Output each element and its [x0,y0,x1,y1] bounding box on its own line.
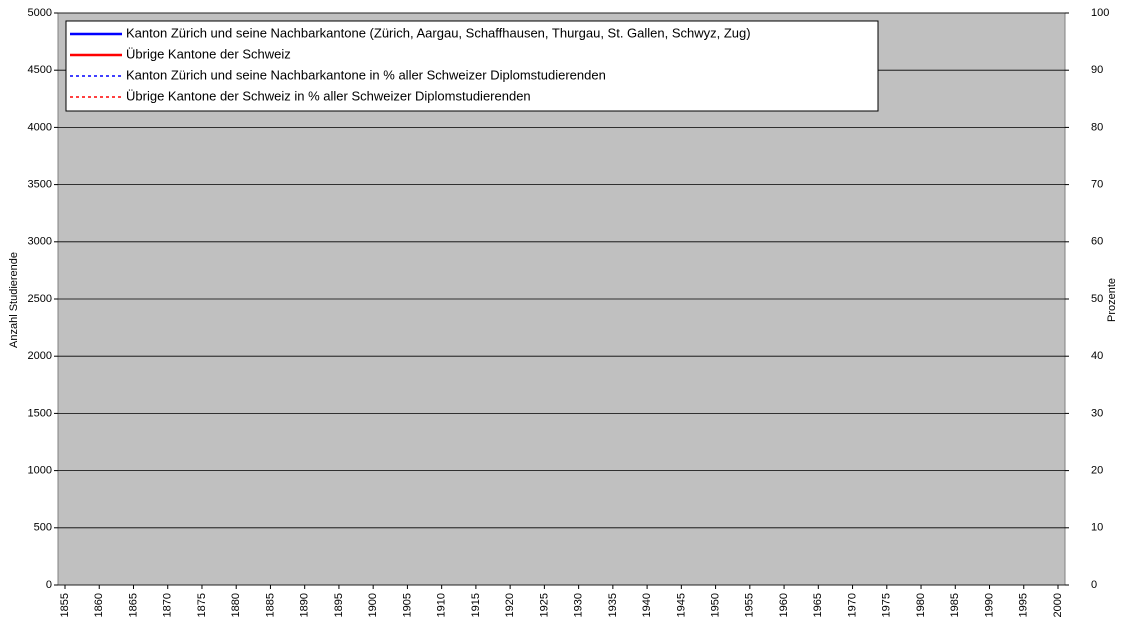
x-tick-label: 1935 [607,593,619,617]
x-tick-label: 1965 [812,593,824,617]
x-tick-label: 1860 [93,593,105,617]
x-tick-label: 1980 [915,593,927,617]
x-tick-label: 1955 [744,593,756,617]
y2-tick-label: 0 [1091,579,1097,591]
y2-tick-label: 80 [1091,121,1103,133]
y2-tick-label: 40 [1091,350,1103,362]
x-tick-label: 1915 [470,593,482,617]
legend-label: Kanton Zürich und seine Nachbarkantone (… [126,25,751,40]
x-tick-label: 1910 [436,593,448,617]
y-tick-label: 3500 [28,179,52,191]
y-tick-label: 3000 [28,236,52,248]
x-tick-label: 1990 [983,593,995,617]
y2-axis-label: Prozente [1106,278,1118,322]
x-tick-label: 1950 [709,593,721,617]
y-tick-label: 2000 [28,350,52,362]
x-tick-label: 1890 [299,593,311,617]
x-tick-label: 1925 [538,593,550,617]
y-tick-label: 1000 [28,465,52,477]
x-tick-label: 1880 [230,593,242,617]
y-tick-label: 4000 [28,121,52,133]
y-tick-label: 5000 [28,7,52,19]
y-tick-label: 2500 [28,293,52,305]
y2-tick-label: 60 [1091,236,1103,248]
x-tick-label: 1985 [949,593,961,617]
x-tick-label: 1865 [127,593,139,617]
legend-label: Übrige Kantone der Schweiz [126,46,291,61]
x-tick-label: 1945 [675,593,687,617]
legend-label: Kanton Zürich und seine Nachbarkantone i… [126,67,606,82]
y-tick-label: 0 [46,579,52,591]
x-tick-label: 1870 [162,593,174,617]
x-tick-label: 1940 [641,593,653,617]
legend-label: Übrige Kantone der Schweiz in % aller Sc… [126,88,531,103]
x-tick-label: 1975 [881,593,893,617]
y-axis-label: Anzahl Studierende [8,252,20,348]
legend-box [65,20,879,112]
x-tick-label: 1920 [504,593,516,617]
y2-tick-label: 90 [1091,64,1103,76]
y2-tick-label: 10 [1091,522,1103,534]
y-tick-label: 500 [34,522,52,534]
x-tick-label: 1875 [196,593,208,617]
y-tick-label: 1500 [28,407,52,419]
y2-tick-label: 50 [1091,293,1103,305]
x-tick-label: 1905 [401,593,413,617]
x-tick-label: 1995 [1018,593,1030,617]
x-tick-label: 2000 [1052,593,1064,617]
y2-tick-label: 70 [1091,179,1103,191]
y2-tick-label: 20 [1091,465,1103,477]
x-tick-label: 1970 [846,593,858,617]
x-tick-label: 1900 [367,593,379,617]
x-tick-label: 1960 [778,593,790,617]
y2-tick-label: 100 [1091,7,1109,19]
x-tick-label: 1885 [264,593,276,617]
x-tick-label: 1895 [333,593,345,617]
y-tick-label: 4500 [28,64,52,76]
x-tick-label: 1930 [573,593,585,617]
y2-tick-label: 30 [1091,407,1103,419]
x-tick-label: 1855 [59,593,71,617]
legend: Kanton Zürich und seine Nachbarkantone (… [65,20,879,112]
